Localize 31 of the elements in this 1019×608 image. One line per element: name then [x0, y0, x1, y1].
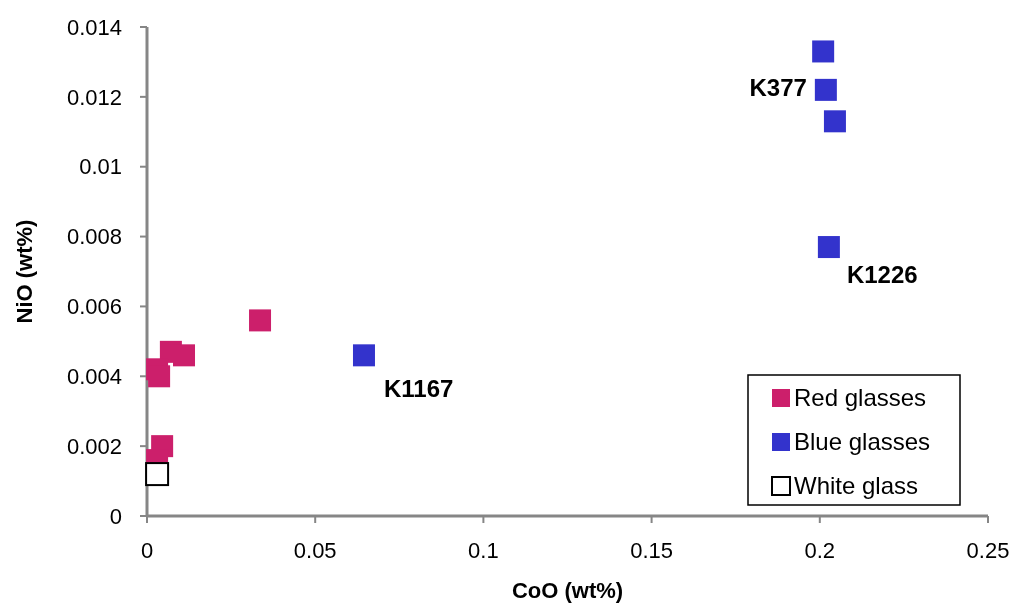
y-tick-label: 0.002	[66, 433, 122, 459]
y-tick-label: 0.01	[79, 154, 122, 180]
x-tick-label: 0.15	[630, 538, 674, 563]
x-tick-label: 0.25	[966, 538, 1010, 563]
legend-label: Blue glasses	[794, 428, 931, 456]
point	[145, 462, 170, 487]
annotation: K1226	[846, 261, 918, 289]
point	[814, 78, 837, 101]
point	[823, 110, 846, 133]
y-tick-label: 0.014	[66, 14, 122, 40]
point	[812, 40, 835, 63]
x-tick-label: 0.1	[468, 538, 499, 563]
x-tick-label: 0.05	[293, 538, 337, 563]
x-tick-label: 0.2	[804, 538, 836, 563]
y-tick-label: 0.008	[66, 224, 122, 250]
annotation: K377	[749, 73, 807, 101]
legend-label: White glass	[794, 472, 919, 500]
y-axis-title: NiO (wt%)	[12, 219, 37, 324]
point	[352, 344, 375, 367]
point	[148, 365, 171, 388]
legend-label: Red glasses	[794, 384, 927, 412]
x-tick-label: 0	[140, 538, 154, 563]
point	[249, 309, 272, 332]
y-tick-label: 0.004	[66, 363, 122, 389]
y-tick-label: 0.006	[66, 294, 122, 320]
point	[173, 344, 195, 367]
y-tick-label: 0	[109, 503, 122, 529]
annotation: K1167	[383, 375, 454, 403]
x-axis-title: CoO (wt%)	[511, 578, 624, 603]
y-tick-label: 0.012	[66, 84, 122, 110]
point	[817, 236, 840, 259]
